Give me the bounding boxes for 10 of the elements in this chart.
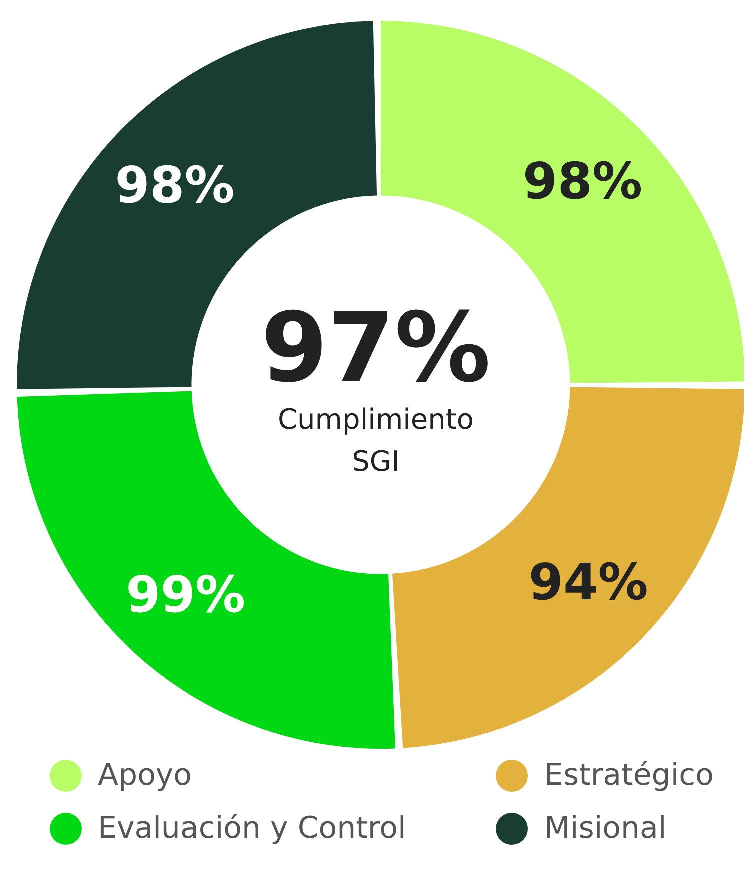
data-label: 94% <box>528 554 648 612</box>
legend-label: Apoyo <box>98 758 192 793</box>
data-label: 99% <box>126 566 246 624</box>
data-label: 98% <box>115 156 235 215</box>
text: 97% <box>260 292 492 404</box>
data-label: 98% <box>522 152 643 210</box>
text: Cumplimiento SGI <box>276 402 476 480</box>
legend-label: Evaluación y Control <box>98 811 406 846</box>
legend-label: Estratégico <box>544 758 714 793</box>
legend-label: Misional <box>544 811 667 846</box>
